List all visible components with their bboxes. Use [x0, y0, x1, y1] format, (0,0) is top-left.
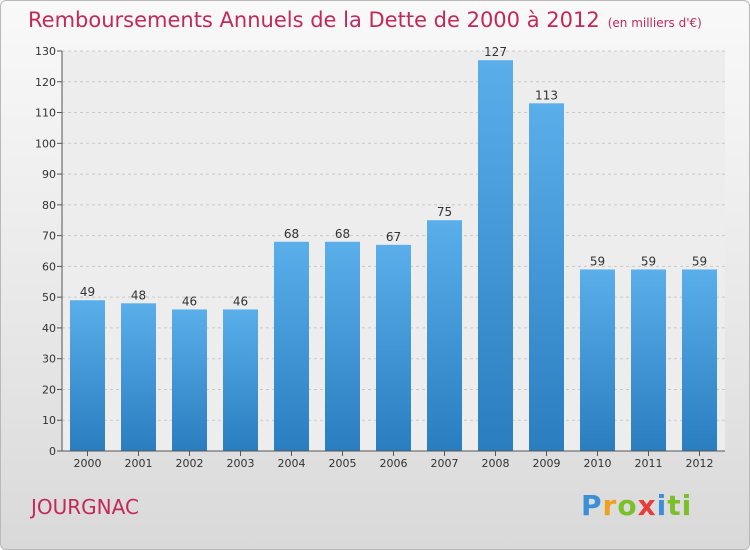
x-tick-label: 2005	[329, 457, 357, 470]
bar-value-label: 48	[131, 288, 146, 302]
proxiti-logo: Proxiti	[581, 489, 692, 522]
bar	[631, 269, 666, 451]
y-tick-label: 0	[49, 445, 56, 458]
bar-value-label: 67	[386, 230, 401, 244]
bar-value-label: 49	[80, 285, 95, 299]
bar	[580, 269, 615, 451]
y-tick-label: 120	[35, 76, 56, 89]
y-tick-label: 130	[35, 45, 56, 58]
bar	[325, 241, 360, 451]
y-tick-label: 20	[42, 383, 56, 396]
bar-value-label: 113	[535, 88, 558, 102]
x-tick-label: 2010	[584, 457, 612, 470]
bar-value-label: 46	[233, 294, 248, 308]
y-tick-label: 70	[42, 230, 56, 243]
chart-title-unit: (en milliers d'€)	[607, 16, 702, 30]
y-tick-label: 100	[35, 137, 56, 150]
x-tick-label: 2012	[686, 457, 714, 470]
logo-letter: ti	[667, 489, 693, 522]
bar	[682, 269, 717, 451]
x-tick-label: 2007	[431, 457, 459, 470]
bar	[376, 244, 411, 451]
y-tick-label: 90	[42, 168, 56, 181]
chart-title: Remboursements Annuels de la Dette de 20…	[28, 8, 702, 32]
place-name: JOURGNAC	[31, 495, 139, 519]
bar-value-label: 75	[437, 205, 452, 219]
y-tick-label: 50	[42, 291, 56, 304]
logo-letter: r	[602, 489, 618, 522]
y-tick-label: 110	[35, 107, 56, 120]
bar	[121, 303, 156, 451]
bar	[427, 220, 462, 451]
bar-value-label: 46	[182, 294, 197, 308]
bar	[478, 60, 513, 451]
bar	[223, 309, 258, 451]
x-tick-label: 2000	[74, 457, 102, 470]
bar-value-label: 127	[484, 45, 507, 59]
y-tick-label: 40	[42, 322, 56, 335]
bar-value-label: 68	[335, 227, 350, 241]
x-tick-label: 2001	[125, 457, 153, 470]
x-tick-label: 2011	[635, 457, 663, 470]
logo-letter: x	[637, 489, 657, 522]
x-tick-label: 2009	[533, 457, 561, 470]
x-tick-label: 2003	[227, 457, 255, 470]
logo-letter: o	[617, 489, 638, 522]
y-tick-label: 60	[42, 260, 56, 273]
x-tick-label: 2008	[482, 457, 510, 470]
bar	[274, 241, 309, 451]
x-tick-label: 2006	[380, 457, 408, 470]
bar-value-label: 59	[590, 254, 605, 268]
bar-value-label: 59	[641, 254, 656, 268]
bar-value-label: 59	[692, 254, 707, 268]
bar-value-label: 68	[284, 227, 299, 241]
y-tick-label: 80	[42, 199, 56, 212]
bar	[70, 300, 105, 451]
logo-letter: i	[656, 489, 668, 522]
x-tick-label: 2004	[278, 457, 306, 470]
y-tick-label: 10	[42, 414, 56, 427]
bar	[172, 309, 207, 451]
y-tick-label: 30	[42, 353, 56, 366]
x-tick-label: 2002	[176, 457, 204, 470]
chart-title-main: Remboursements Annuels de la Dette de 20…	[28, 8, 600, 32]
bar	[529, 103, 564, 452]
logo-letter: P	[581, 489, 603, 522]
